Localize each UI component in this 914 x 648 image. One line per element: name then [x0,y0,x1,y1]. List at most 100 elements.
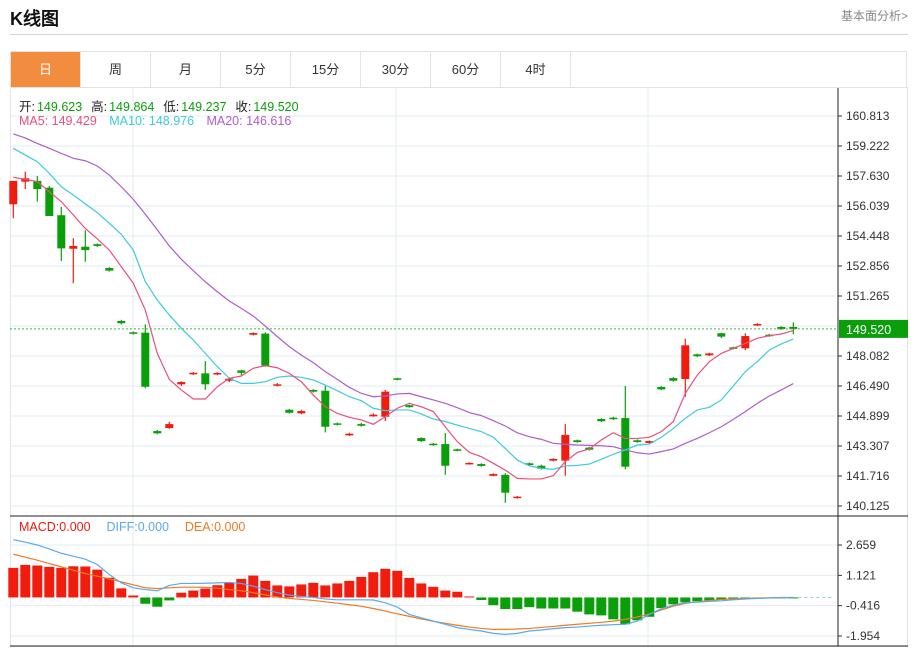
candle [249,332,258,336]
macd-bar [212,585,223,598]
open-value: 149.623 [36,100,83,114]
candle [645,440,654,444]
candle-body [645,441,654,443]
ohlc-legend: 开: 149.623 高: 149.864 低: 149.237 收: 149.520 [19,96,301,115]
candle [93,243,102,247]
candle-body [621,418,630,467]
macd-bar [488,597,499,606]
close-label: 收: [235,100,252,114]
candle [561,424,570,476]
ma-legend: MA5: 149.429 MA10: 148.976 MA20: 146.616 [19,114,293,128]
tab-week[interactable]: 周 [81,52,151,87]
tab-60min[interactable]: 60分 [431,52,501,87]
price-tick-label: 154.448 [846,229,890,243]
candle-body [705,353,714,356]
candle [381,389,390,422]
high-label: 高: [91,100,108,114]
candle [117,319,126,325]
candle [465,462,474,465]
macd-bar [332,583,343,598]
candle-body [381,391,390,417]
candle [441,432,450,475]
candle-body [429,443,438,446]
header-divider [10,34,908,35]
candle [69,238,78,284]
candle [489,473,498,477]
candle-body [489,474,498,476]
diff-legend-value: DIFF:0.000 [106,520,169,534]
macd-bar [8,567,19,598]
ma20-legend: MA20: 146.616 [206,114,292,128]
macd-bar [704,597,715,601]
tab-4hour[interactable]: 4时 [501,52,571,87]
macd-bar [128,595,139,598]
macd-bar [620,597,631,625]
candle [237,369,246,376]
candle [201,360,210,390]
macd-bar [80,566,91,598]
price-tick-label: 146.490 [846,379,890,393]
macd-bar [20,564,31,598]
candle-body [609,417,618,420]
candle [717,332,726,339]
last-price-badge [839,319,908,338]
macd-bar [416,583,427,598]
tab-month[interactable]: 月 [151,52,221,87]
candle [321,385,330,433]
candle [405,404,414,408]
candle-body [789,326,798,329]
candle-body [321,390,330,427]
macd-bar [596,597,607,616]
macd-bar [164,597,175,601]
macd-bar [116,588,127,598]
price-tick-label: 141.716 [846,469,890,483]
price-tick-label: 156.039 [846,199,890,213]
tab-day[interactable]: 日 [11,52,81,87]
dea-legend-value: DEA:0.000 [184,520,246,534]
macd-bar [404,577,415,598]
ma5-legend: MA5: 149.429 [19,114,97,128]
candle [9,180,18,219]
candle [369,413,378,417]
candle-body [153,431,162,434]
tab-15min[interactable]: 15分 [291,52,361,87]
candle [177,381,186,387]
candle [453,448,462,452]
candle-body [369,414,378,417]
page-title: K线图 [10,9,59,29]
candle [273,382,282,387]
macd-bar [464,596,475,598]
macd-bar [500,597,511,610]
candle [681,338,690,397]
macd-bar [200,588,211,598]
tab-5min[interactable]: 5分 [221,52,291,87]
price-tick-label: 140.125 [846,499,890,513]
candle [333,422,342,426]
candle-body [549,458,558,461]
candle-body [693,354,702,357]
macd-bar [284,586,295,598]
candle-body [717,333,726,337]
candle-body [669,378,678,381]
candle [165,421,174,429]
candle-body [453,449,462,451]
macd-bar [44,566,55,598]
macd-bar [548,597,559,609]
candle-body [417,438,426,442]
candle [309,389,318,393]
macd-tick-label: -0.416 [846,599,880,613]
candle-body [333,423,342,425]
macd-bar [68,566,79,598]
candle [345,432,354,436]
candle-body [573,440,582,442]
candle [57,206,66,262]
tab-30min[interactable]: 30分 [361,52,431,87]
candle [45,185,54,216]
fundamental-analysis-link[interactable]: 基本面分析> [840,9,908,23]
candle [81,230,90,262]
candle [657,386,666,391]
candle [357,422,366,427]
price-tick-label: 157.630 [846,169,890,183]
macd-bar [512,597,523,610]
